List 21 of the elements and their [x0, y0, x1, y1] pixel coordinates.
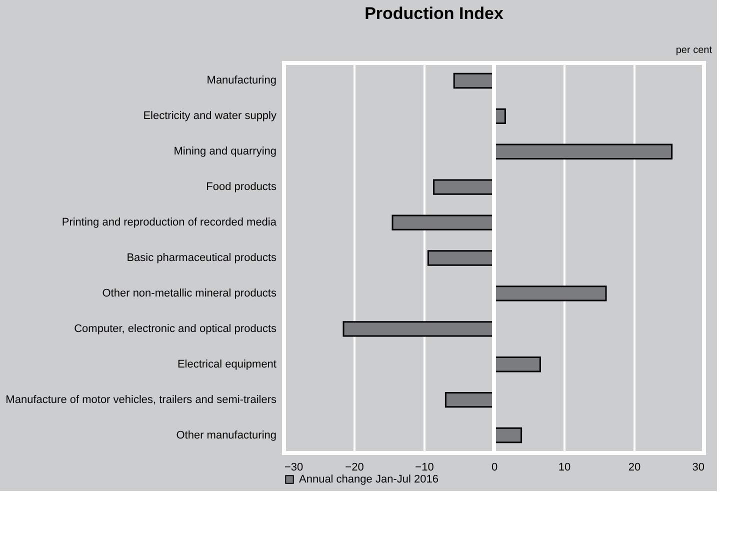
y-tick-label: Electrical equipment	[177, 358, 276, 370]
y-tick-label: Basic pharmaceutical products	[126, 252, 277, 264]
x-tick-label: −30	[284, 462, 304, 474]
x-tick-label: −10	[415, 462, 434, 474]
x-tick-label: 10	[558, 462, 571, 474]
x-tick-label: 0	[491, 462, 498, 474]
chart-title: Production Index	[364, 4, 504, 23]
y-tick-label: Manufacture of motor vehicles, trailers and semi-trailers	[6, 394, 277, 406]
y-tick-label: Mining and quarrying	[174, 146, 276, 158]
y-tick-label: Manufacturing	[206, 74, 276, 87]
y-tick-label: Electricity and water supply	[143, 110, 277, 122]
x-tick-label: −20	[345, 462, 364, 474]
x-tick-label: 20	[628, 462, 641, 474]
y-tick-label: Other manufacturing	[176, 429, 276, 442]
y-tick-label: Other non-metallic mineral products	[102, 287, 277, 300]
y-tick-label: Printing and reproduction of recorded media	[62, 216, 278, 229]
y-tick-label: Food products	[206, 181, 277, 194]
y-tick-label: Computer, electronic and optical products	[74, 322, 277, 335]
legend-label: Annual change Jan-Jul 2016	[299, 474, 438, 486]
x-tick-label: 30	[692, 462, 704, 474]
text: per cent	[676, 45, 712, 56]
